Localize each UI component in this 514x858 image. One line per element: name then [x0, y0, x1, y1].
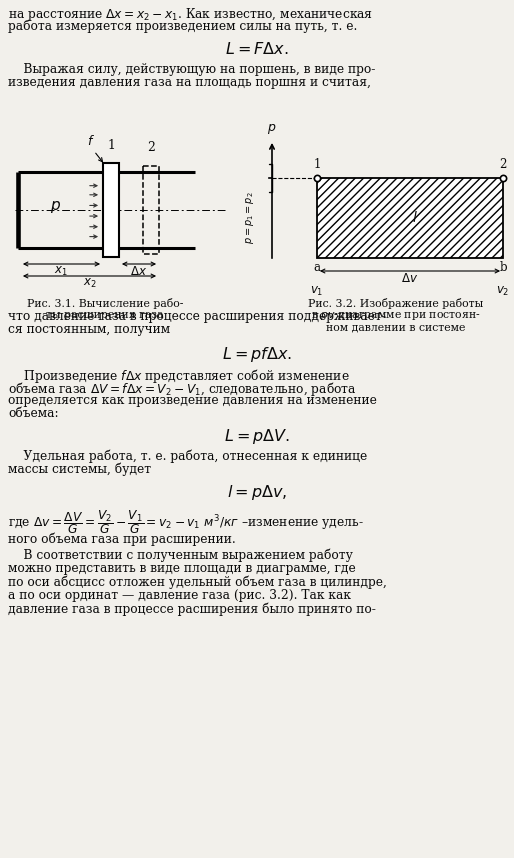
Polygon shape	[317, 178, 503, 258]
Text: а по оси ординат — давление газа (рис. 3.2). Так как: а по оси ординат — давление газа (рис. 3…	[8, 589, 351, 602]
Text: Рис. 3.2. Изображение работы: Рис. 3.2. Изображение работы	[308, 298, 484, 309]
Text: $l$: $l$	[412, 210, 418, 226]
Text: 1: 1	[314, 158, 321, 171]
Text: в $pv$-диаграмме при постоян-: в $pv$-диаграмме при постоян-	[311, 310, 481, 322]
Text: 2: 2	[499, 158, 507, 171]
Text: 2: 2	[147, 141, 155, 154]
Text: ты расширения газа: ты расширения газа	[46, 310, 164, 320]
Text: объема:: объема:	[8, 408, 59, 420]
Text: объема газа $\Delta V=f\Delta x=V_2-V_1$, следовательно, работа: объема газа $\Delta V=f\Delta x=V_2-V_1$…	[8, 380, 357, 398]
Text: $p=p_1=p_2$: $p=p_1=p_2$	[244, 191, 256, 245]
Text: массы системы, будет: массы системы, будет	[8, 462, 151, 476]
Text: Удельная работа, т. е. работа, отнесенная к единице: Удельная работа, т. е. работа, отнесенна…	[8, 449, 367, 462]
Text: где $\Delta v=\dfrac{\Delta V}{G}=\dfrac{V_2}{G}-\dfrac{V_1}{G}=v_2-v_1$ $м^3/кг: где $\Delta v=\dfrac{\Delta V}{G}=\dfrac…	[8, 509, 364, 536]
Text: что давление газа в процессе расширения поддерживает-: что давление газа в процессе расширения …	[8, 310, 386, 323]
Text: на расстояние $\Delta x=x_2-x_1$. Как известно, механическая: на расстояние $\Delta x=x_2-x_1$. Как из…	[8, 6, 373, 23]
Text: $L=F\Delta x.$: $L=F\Delta x.$	[225, 41, 289, 58]
Text: a: a	[314, 261, 321, 274]
Text: $L=p\Delta V.$: $L=p\Delta V.$	[224, 427, 290, 446]
Text: изведения давления газа на площадь поршня и считая,: изведения давления газа на площадь поршн…	[8, 76, 371, 89]
Polygon shape	[103, 163, 119, 257]
Text: можно представить в виде площади в диаграмме, где: можно представить в виде площади в диагр…	[8, 563, 356, 576]
Text: Рис. 3.1. Вычисление рабо-: Рис. 3.1. Вычисление рабо-	[27, 298, 183, 309]
Text: $v_1$: $v_1$	[310, 285, 324, 298]
Text: $\Delta v$: $\Delta v$	[401, 272, 418, 285]
Text: $L=pf\Delta x.$: $L=pf\Delta x.$	[222, 345, 292, 364]
Text: Выражая силу, действующую на поршень, в виде про-: Выражая силу, действующую на поршень, в …	[8, 63, 375, 76]
Text: давление газа в процессе расширения было принято по-: давление газа в процессе расширения было…	[8, 603, 376, 616]
Text: b: b	[499, 261, 507, 274]
Text: $l=p\Delta v,$: $l=p\Delta v,$	[227, 483, 287, 502]
Text: по оси абсцисс отложен удельный объем газа в цилиндре,: по оси абсцисс отложен удельный объем га…	[8, 576, 387, 589]
Text: $x_1$: $x_1$	[54, 265, 68, 278]
Text: определяется как произведение давления на изменение: определяется как произведение давления н…	[8, 394, 377, 407]
Text: В соответствии с полученным выражением работу: В соответствии с полученным выражением р…	[8, 549, 353, 563]
Text: работа измеряется произведением силы на путь, т. е.: работа измеряется произведением силы на …	[8, 20, 357, 33]
Text: $p$: $p$	[267, 122, 277, 136]
Text: $f$: $f$	[87, 134, 95, 148]
Text: ного объема газа при расширении.: ного объема газа при расширении.	[8, 533, 236, 547]
Text: $v_2$: $v_2$	[497, 285, 510, 298]
Text: ном давлении в системе: ном давлении в системе	[326, 322, 466, 332]
Text: ся постоянным, получим: ся постоянным, получим	[8, 323, 170, 336]
Text: 1: 1	[107, 139, 115, 152]
Text: $p$: $p$	[50, 199, 62, 215]
Text: $\Delta x$: $\Delta x$	[131, 265, 148, 278]
Text: Произведение $f\Delta x$ представляет собой изменение: Произведение $f\Delta x$ представляет со…	[8, 366, 350, 384]
Text: $x_2$: $x_2$	[83, 277, 97, 290]
